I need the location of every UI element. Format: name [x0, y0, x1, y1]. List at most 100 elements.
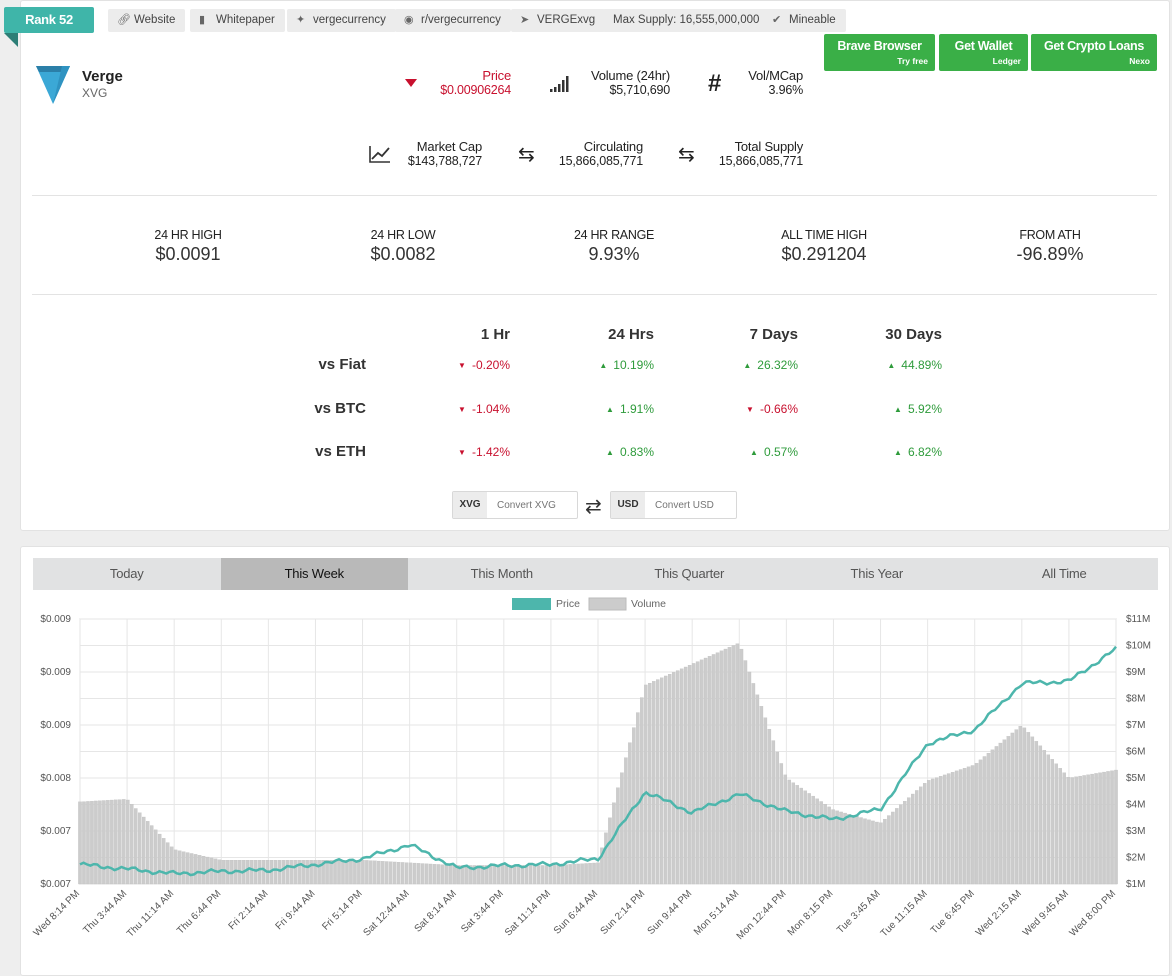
kpi-label: ALL TIME HIGH [781, 228, 867, 242]
kpi-all-time-high: ALL TIME HIGH $0.291204 [724, 228, 924, 265]
kpi-value: $0.291204 [781, 244, 867, 264]
volume-bar [317, 860, 321, 885]
volume-bar [735, 643, 740, 885]
reddit-link-label: r/vergecurrency [421, 14, 501, 26]
xvg-input[interactable] [489, 495, 573, 515]
volume-bar [703, 657, 708, 885]
volume-bar [153, 829, 158, 885]
volume-bar [671, 672, 676, 885]
volume-bar [193, 854, 198, 885]
circulating-stat: ⇆ Circulating 15,866,085,771 [518, 139, 643, 168]
volume-bar [82, 801, 86, 885]
crypto-loans-button[interactable]: Get Crypto Loans Nexo [1031, 34, 1157, 71]
volume-bar [763, 717, 768, 885]
change-percent: -1.42% [471, 445, 510, 459]
swap-icon[interactable]: ⇄ [585, 496, 602, 518]
circulating-label: Circulating [583, 139, 643, 154]
volume-bar [887, 815, 891, 885]
volmcap-value: 3.96% [768, 83, 804, 97]
check-icon: ✔ [772, 14, 782, 26]
tab-all-time[interactable]: All Time [1041, 566, 1087, 581]
telegram-link-label: VERGExvg [537, 14, 596, 26]
volume-bar [919, 786, 923, 885]
volume-bar [520, 865, 525, 885]
caret-up-icon: ▲ [887, 361, 896, 370]
y-left-tick: $0.009 [40, 720, 71, 731]
website-link[interactable]: 🔗︎ Website [108, 9, 186, 32]
volume-bar [871, 820, 875, 885]
volume-bar [883, 818, 887, 885]
volume-bar [408, 862, 413, 885]
tab-this-year[interactable]: This Year [850, 566, 904, 581]
volume-bar [353, 860, 357, 885]
x-tick: Sat 3:44 PM [459, 888, 506, 935]
volume-bar [110, 799, 114, 885]
volume-bar [189, 853, 194, 885]
price-label: Price [482, 68, 511, 83]
tab-this-month[interactable]: This Month [470, 566, 534, 581]
volume-bar [819, 801, 823, 885]
brave-browser-button[interactable]: Brave Browser Try free [824, 34, 935, 71]
twitter-link-label: vergecurrency [313, 14, 386, 26]
volume-bar [145, 821, 150, 885]
volume-bar [584, 863, 588, 885]
volume-bar [719, 650, 724, 885]
caret-down-icon: ▼ [458, 361, 466, 370]
usd-input[interactable] [647, 495, 731, 515]
y-left-tick: $0.007 [40, 826, 71, 837]
volume-bar [130, 804, 134, 885]
get-wallet-button[interactable]: Get Wallet Ledger [939, 34, 1028, 71]
y-right-tick: $5M [1126, 773, 1145, 784]
total-supply-stat: ⇆ Total Supply 15,866,085,771 [678, 139, 803, 168]
volume-bar [357, 860, 361, 885]
change-header: 30 Days [885, 326, 942, 343]
volume-bar [544, 865, 548, 885]
volume-bar [329, 860, 333, 885]
volume-bar [337, 860, 341, 885]
tab-this-quarter[interactable]: This Quarter [654, 566, 725, 581]
twitter-link[interactable]: ✦ vergecurrency [287, 9, 396, 32]
y-right-tick: $3M [1126, 826, 1145, 837]
volume-bar [1010, 732, 1015, 885]
x-tick: Fri 2:14 AM [227, 888, 271, 932]
change-value: ▲ 0.57% [688, 445, 798, 459]
y-left-tick: $0.007 [40, 879, 71, 890]
volume-bar [911, 793, 915, 885]
volume-bar [727, 647, 732, 885]
volume-bar [974, 763, 979, 885]
volume-bar [492, 865, 497, 885]
volume-bar [90, 801, 94, 885]
volume-bar [1090, 773, 1094, 885]
volume-bar [903, 801, 907, 885]
volume-bar [564, 864, 568, 885]
usd-converter: USD [610, 491, 737, 519]
volume-bar [1018, 726, 1023, 885]
change-value: ▲ 44.89% [832, 358, 942, 372]
volume-bar [1106, 771, 1110, 885]
tab-this-week[interactable]: This Week [220, 558, 408, 590]
x-tick: Tue 6:45 PM [929, 888, 977, 936]
volume-bar [608, 817, 612, 885]
volume-bar [576, 863, 580, 885]
volume-bar [891, 811, 895, 885]
telegram-link[interactable]: ➤ VERGExvg [511, 9, 606, 32]
whitepaper-link[interactable]: ▮ Whitepaper [190, 9, 285, 32]
change-value: ▲ 0.83% [544, 445, 654, 459]
volume-bar [325, 860, 329, 885]
volume-bar [1046, 754, 1051, 885]
reddit-link[interactable]: ◉ r/vergecurrency [395, 9, 511, 32]
volume-bar [970, 765, 975, 885]
volume-bar [711, 654, 716, 885]
volume-bar [1038, 745, 1043, 885]
volume-bar [771, 740, 776, 885]
volume-bar [420, 863, 425, 885]
volume-bar [504, 865, 509, 885]
tab-today[interactable]: Today [109, 566, 144, 581]
volume-bar [699, 659, 704, 885]
volume-bar [221, 860, 226, 885]
volume-bar [169, 846, 174, 885]
volume-bar [667, 674, 672, 885]
volume-bar [142, 816, 146, 885]
volume-bar [636, 712, 640, 885]
